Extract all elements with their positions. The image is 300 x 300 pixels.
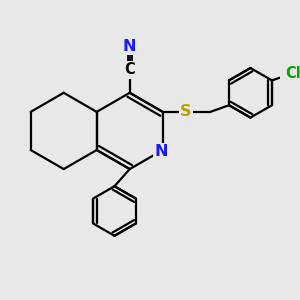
Text: N: N [123, 39, 136, 54]
Text: S: S [180, 104, 191, 119]
Text: Cl: Cl [285, 66, 300, 81]
Text: N: N [154, 144, 168, 159]
Text: C: C [124, 62, 135, 77]
